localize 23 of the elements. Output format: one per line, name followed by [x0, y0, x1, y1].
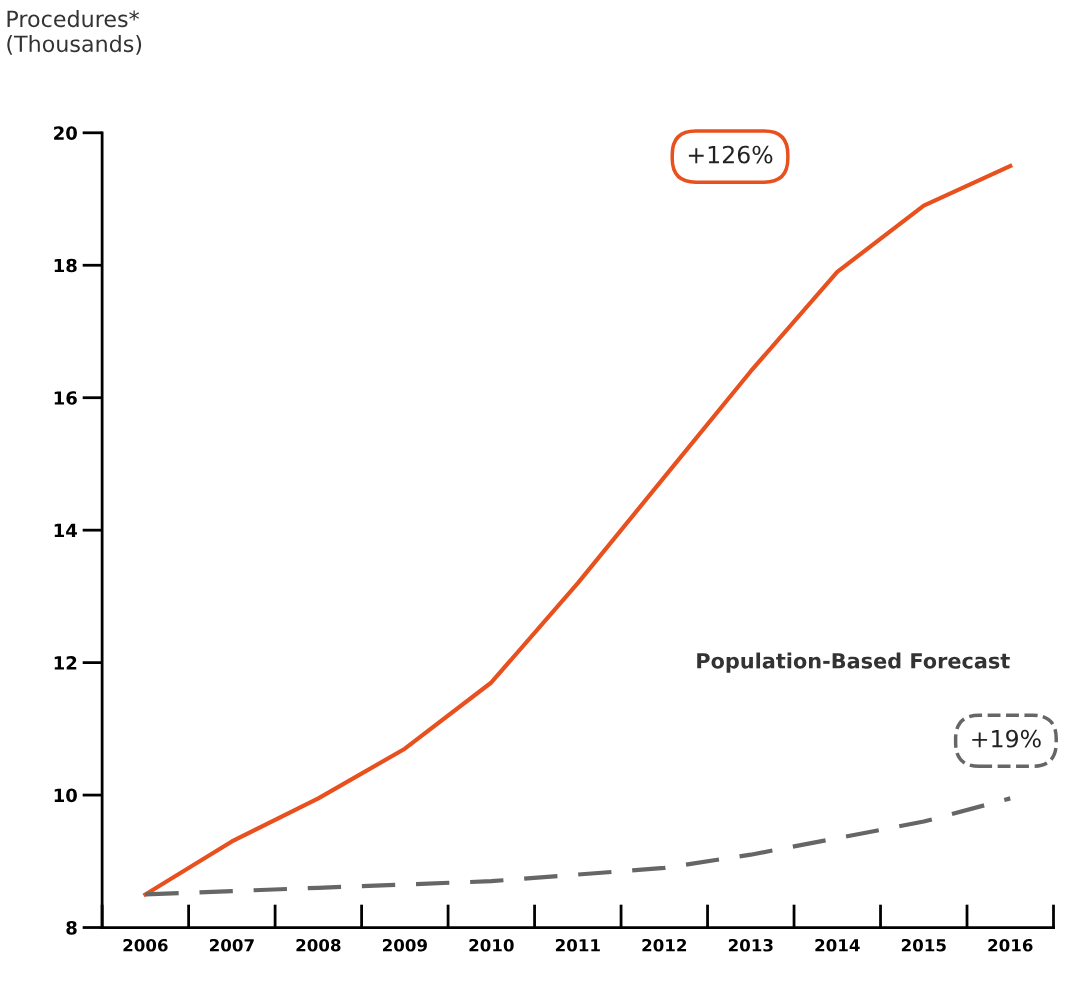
y-tick-label: 16 — [54, 391, 77, 405]
x-tick-label: 2012 — [642, 938, 687, 952]
y-tick-label: 10 — [54, 788, 77, 803]
y-tick-label: 20 — [54, 126, 77, 140]
annotation: +126% — [688, 145, 773, 164]
x-tick-label: 2013 — [728, 938, 773, 952]
text: Population-Based Forecast — [697, 652, 1010, 673]
annotation: +19% — [972, 729, 1041, 748]
x-tick-label: 2009 — [382, 938, 427, 952]
y-tick-label: 12 — [54, 656, 77, 670]
y-tick-label: 14 — [54, 523, 77, 538]
x-tick-label: 2007 — [209, 938, 254, 952]
y-tick-label: 18 — [54, 258, 77, 273]
x-tick-label: 2016 — [988, 938, 1033, 952]
y-tick-label: 8 — [66, 920, 77, 935]
x-tick-label: 2015 — [901, 938, 946, 952]
x-tick-label: 2006 — [123, 938, 168, 952]
line-series — [143, 796, 1013, 897]
x-tick-label: 2011 — [555, 938, 600, 952]
x-tick-label: 2010 — [469, 938, 514, 952]
x-tick-label: 2008 — [296, 938, 341, 952]
y-axis-title: Procedures* (Thousands) — [7, 10, 142, 55]
x-tick-label: 2014 — [815, 938, 860, 952]
